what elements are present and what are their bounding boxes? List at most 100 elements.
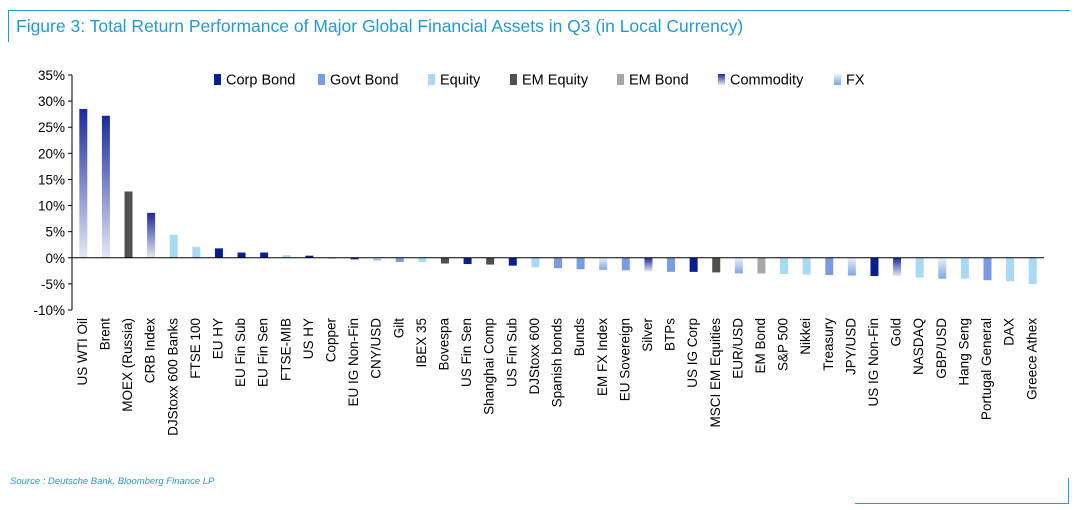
x-tick-label: Shanghai Comp	[482, 318, 497, 415]
source-note: Source : Deutsche Bank, Bloomberg Financ…	[10, 476, 215, 487]
x-tick-label: Hang Seng	[956, 318, 971, 386]
x-tick-label: US IG Corp	[685, 318, 700, 388]
x-tick-label: US HY	[301, 318, 316, 359]
bar	[847, 257, 856, 276]
x-tick-label: FTSE-MIB	[278, 318, 293, 381]
bar	[260, 252, 269, 258]
x-tick-label: NASDAQ	[911, 318, 926, 375]
bar	[802, 257, 811, 275]
legend-label: EM Bond	[629, 73, 689, 89]
bar	[554, 257, 562, 269]
x-tick-label: Copper	[324, 317, 339, 362]
x-tick-label: EU Fin Sen	[256, 318, 271, 387]
bars	[79, 108, 1037, 284]
bar	[1006, 257, 1015, 282]
x-tick-label: US Fin Sen	[459, 318, 474, 387]
bar	[79, 108, 88, 258]
bar	[395, 257, 404, 262]
bar	[147, 212, 156, 258]
bar	[192, 246, 201, 258]
x-tick-label: FTSE 100	[188, 318, 203, 379]
bar	[893, 257, 902, 277]
x-tick-label: Spanish bonds	[550, 318, 565, 408]
x-tick-label: US WTI Oil	[75, 318, 90, 386]
y-tick-label: 15%	[38, 172, 65, 187]
bar	[373, 257, 382, 261]
bar	[938, 257, 947, 279]
x-tick-label: DJStoxx 600	[527, 318, 542, 395]
legend-swatch	[214, 74, 221, 85]
bar	[418, 257, 427, 262]
x-tick-label: IBEX 35	[414, 318, 429, 368]
x-tick-label: Gold	[889, 318, 904, 347]
bar	[1028, 257, 1037, 284]
x-tick-label: DAX	[1002, 318, 1017, 346]
legend-label: Commodity	[730, 73, 804, 89]
bar	[825, 257, 834, 276]
bar	[621, 257, 630, 271]
x-tick-label: Bunds	[572, 318, 587, 357]
bar	[712, 257, 721, 273]
bar	[757, 257, 766, 274]
bar	[101, 115, 110, 258]
legend-label: Corp Bond	[226, 73, 295, 89]
y-tick-label: 30%	[38, 94, 65, 109]
legend-swatch	[428, 74, 435, 85]
legend-label: Equity	[440, 73, 481, 89]
chart-title: Figure 3: Total Return Performance of Ma…	[16, 16, 744, 36]
frame-left-border	[8, 10, 9, 42]
bar	[689, 257, 698, 272]
bar	[531, 257, 540, 268]
legend-swatch	[617, 74, 624, 85]
legend-swatch	[510, 74, 517, 85]
y-tick-label: 20%	[38, 146, 65, 161]
bar	[870, 257, 879, 277]
bar	[305, 255, 314, 258]
x-tick-label: S&P 500	[776, 318, 791, 371]
x-tick-label: CNY/USD	[369, 318, 384, 379]
bar	[463, 257, 472, 265]
legend: Corp Bond Govt Bond Equity EM Equity EM Bond…	[214, 73, 865, 89]
bar	[983, 257, 992, 281]
x-tick-label: Nikkei	[798, 318, 813, 355]
legend-label: FX	[846, 73, 865, 89]
legend-label: Govt Bond	[330, 73, 399, 89]
x-tick-label: JPY/USD	[843, 318, 858, 375]
bar	[169, 234, 178, 258]
x-tick-label: Bovespa	[437, 318, 452, 371]
bar	[350, 257, 359, 260]
y-tick-label: 0%	[45, 251, 65, 266]
y-tick-label: -10%	[33, 303, 65, 318]
x-tick-label: EU HY	[210, 318, 225, 359]
x-tick-label: Brent	[97, 318, 112, 351]
frame-bottom-border	[855, 503, 1069, 504]
x-tick-label: US Fin Sub	[504, 318, 519, 387]
x-tick-label: EU IG Non-Fin	[346, 318, 361, 407]
bar	[915, 257, 924, 278]
x-tick-label: Gilt	[391, 318, 406, 338]
x-tick-label: BTPs	[663, 318, 678, 351]
legend-swatch	[718, 74, 725, 85]
x-tick-label: US IG Non-Fin	[866, 318, 881, 407]
bar	[508, 257, 517, 266]
x-tick-label: EU Fin Sub	[233, 318, 248, 387]
x-tick-label: Portugal General	[979, 318, 994, 420]
bar	[960, 257, 969, 279]
x-tick-label: EU Sovereign	[617, 318, 632, 401]
bar	[780, 257, 789, 274]
y-tick-label: 35%	[38, 68, 65, 83]
bar	[667, 257, 676, 272]
legend-label: EM Equity	[522, 73, 589, 89]
x-tick-label: Treasury	[821, 318, 836, 371]
bar	[576, 257, 585, 270]
x-tick-label: DJStoxx 600 Banks	[165, 318, 180, 436]
x-tick-label: EUR/USD	[730, 318, 745, 379]
x-tick-label: MSCI EM Equities	[708, 318, 723, 428]
x-tick-label: EM FX Index	[595, 318, 610, 396]
y-tick-label: 25%	[38, 120, 65, 135]
y-tick-label: -5%	[41, 277, 65, 292]
x-axis: US WTI Oil Brent MOEX (Russia) CRB Index DJS…	[72, 257, 1044, 436]
legend-swatch	[318, 74, 325, 85]
frame-top-border	[8, 10, 1070, 11]
